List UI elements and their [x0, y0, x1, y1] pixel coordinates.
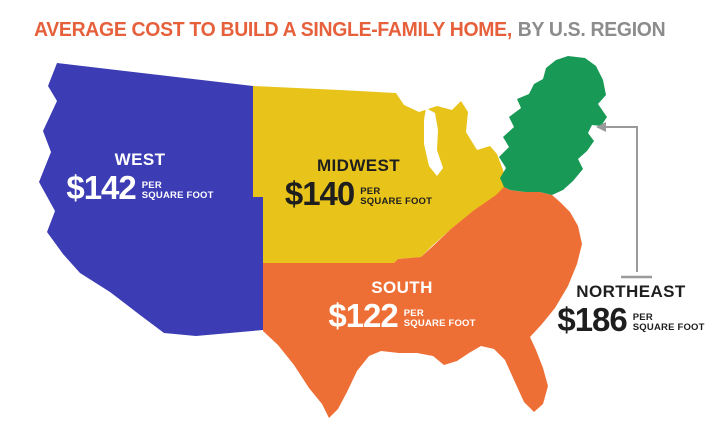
region-name-west: WEST [114, 150, 166, 169]
unit-northeast: PER SQUARE FOOT [632, 312, 705, 333]
lake-michigan-shape [424, 108, 443, 176]
price-south: $122 [328, 297, 398, 334]
price-northeast: $186 [557, 301, 627, 338]
south-region-shape [263, 187, 582, 418]
chart-title-suffix: BY U.S. REGION [517, 19, 666, 41]
price-row-northeast: $186 PER SQUARE FOOT [556, 301, 706, 338]
chart-title: AVERAGE COST TO BUILD A SINGLE-FAMILY HO… [34, 19, 666, 42]
unit-west: PER SQUARE FOOT [141, 180, 214, 201]
region-label-midwest: MIDWEST $140 PER SQUARE FOOT [276, 156, 441, 212]
region-name-south: SOUTH [371, 278, 433, 297]
callout-line [606, 126, 638, 272]
unit-south: PER SQUARE FOOT [403, 308, 476, 329]
region-name-northeast: NORTHEAST [576, 282, 686, 301]
price-row-west: $142 PER SQUARE FOOT [55, 169, 225, 206]
unit-midwest: PER SQUARE FOOT [360, 186, 433, 207]
region-label-west: WEST $142 PER SQUARE FOOT [55, 150, 225, 206]
west-region-shape [39, 63, 263, 336]
price-row-midwest: $140 PER SQUARE FOOT [276, 175, 441, 212]
chart-title-highlight: AVERAGE COST TO BUILD A SINGLE-FAMILY HO… [34, 19, 512, 41]
northeast-region-shape [499, 56, 607, 195]
callout-arrow-icon [596, 122, 606, 132]
region-label-northeast: NORTHEAST $186 PER SQUARE FOOT [556, 282, 706, 338]
midwest-region-shape [253, 86, 508, 263]
price-row-south: $122 PER SQUARE FOOT [322, 297, 482, 334]
price-midwest: $140 [284, 175, 355, 212]
price-west: $142 [66, 169, 136, 206]
region-name-midwest: MIDWEST [316, 156, 401, 175]
region-label-south: SOUTH $122 PER SQUARE FOOT [322, 278, 482, 334]
